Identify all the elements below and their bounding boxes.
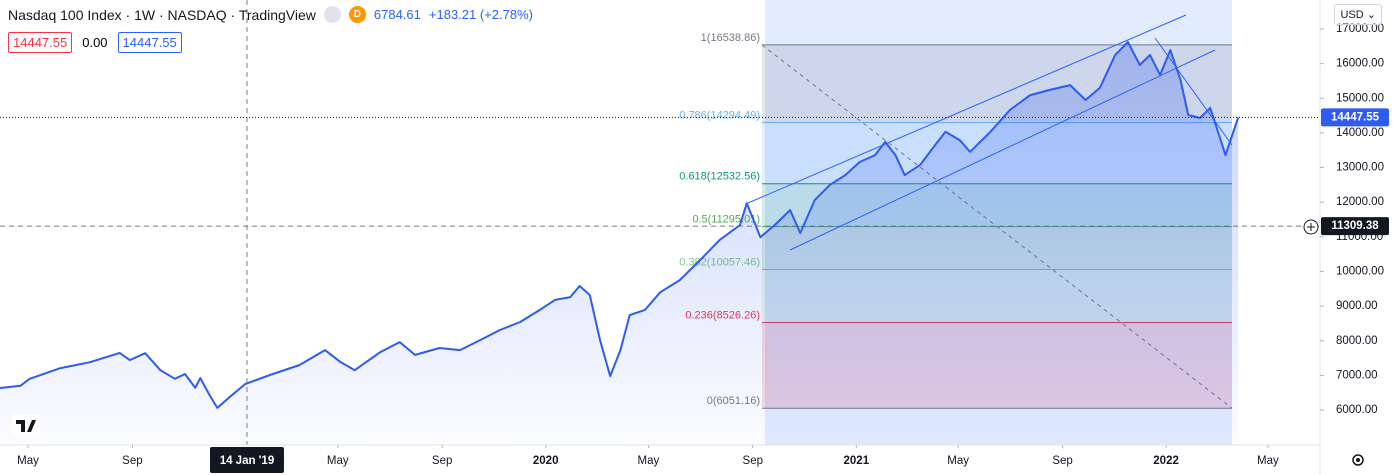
channel-lower [789,49,1216,251]
y-tick-label: 13000.00 [1336,162,1384,174]
y-tick-label: 6000.00 [1336,404,1378,416]
plot [0,0,1320,445]
y-tick-label: 16000.00 [1336,58,1384,70]
x-tick-label: May [947,455,969,467]
fib-level-label: 0.618(12532.56) [679,171,760,183]
last-price-label: 14447.55 [1331,111,1380,123]
box-sell[interactable]: 14447.55 [8,32,73,53]
x-tick-label: Sep [1052,455,1072,467]
x-tick-label: Sep [122,455,142,467]
crosshair-price-tag [1321,217,1389,236]
x-tick-label: May [327,455,349,467]
status-dot [323,6,341,23]
symbol-title: Nasdaq 100 Index · 1W · NASDAQ · Trading… [8,6,316,23]
settings-icon[interactable] [1352,454,1364,466]
currency-button[interactable]: USD ⌄ [1334,4,1382,25]
price-line [0,41,1240,409]
y-tick-label: 14000.00 [1336,127,1384,139]
box-buy[interactable]: 14447.55 [117,32,182,53]
add-button[interactable] [1303,219,1319,235]
x-tick-label: 2021 [844,455,870,467]
x-tick-label: May [638,455,660,467]
legend-header: Nasdaq 100 Index · 1W · NASDAQ · Trading… [8,6,533,23]
x-tick-label: May [17,455,39,467]
change: +183.21 (+2.78%) [428,7,533,22]
crosshair-time-tag [209,447,284,473]
y-tick-label: 7000.00 [1336,369,1378,381]
y-tick-label: 10000.00 [1336,265,1384,277]
y-tick-label: 17000.00 [1336,23,1384,35]
quote: 6784.61 [373,7,421,22]
trend-line [1154,37,1233,146]
tv-logo [12,414,40,436]
y-tick-label: 9000.00 [1336,300,1378,312]
y-tick-label: 15000.00 [1336,92,1384,104]
channel-upper [747,14,1187,204]
interval-badge: D [348,6,366,23]
x-tick-label: Sep [432,455,452,467]
axes: 14447.55 6000.00 7000.00 8000.00 9000.00 1000… [17,23,1389,473]
x-tick-label: 2020 [533,455,559,467]
currency: USD [1340,9,1364,21]
crosshair-price-label: 11309.38 [1331,220,1379,232]
ohlc-boxes: 14447.55 0.00 14447.55 [8,32,182,53]
box-spread: 0.00 [82,35,108,50]
area-fill [0,42,1239,445]
y-tick-label: 8000.00 [1336,335,1378,347]
x-tick-label: May [1257,455,1279,467]
x-tick-label: Sep [743,455,763,467]
last-price-tag [1321,108,1389,127]
x-tick-label: 2022 [1153,455,1179,467]
fib-level-label: 0.786(14294.49) [679,110,760,122]
crosshair-time-label: 14 Jan '19 [220,455,275,467]
y-tick-label: 12000.00 [1336,196,1384,208]
fib-level-label: 1(16538.86) [701,32,760,44]
